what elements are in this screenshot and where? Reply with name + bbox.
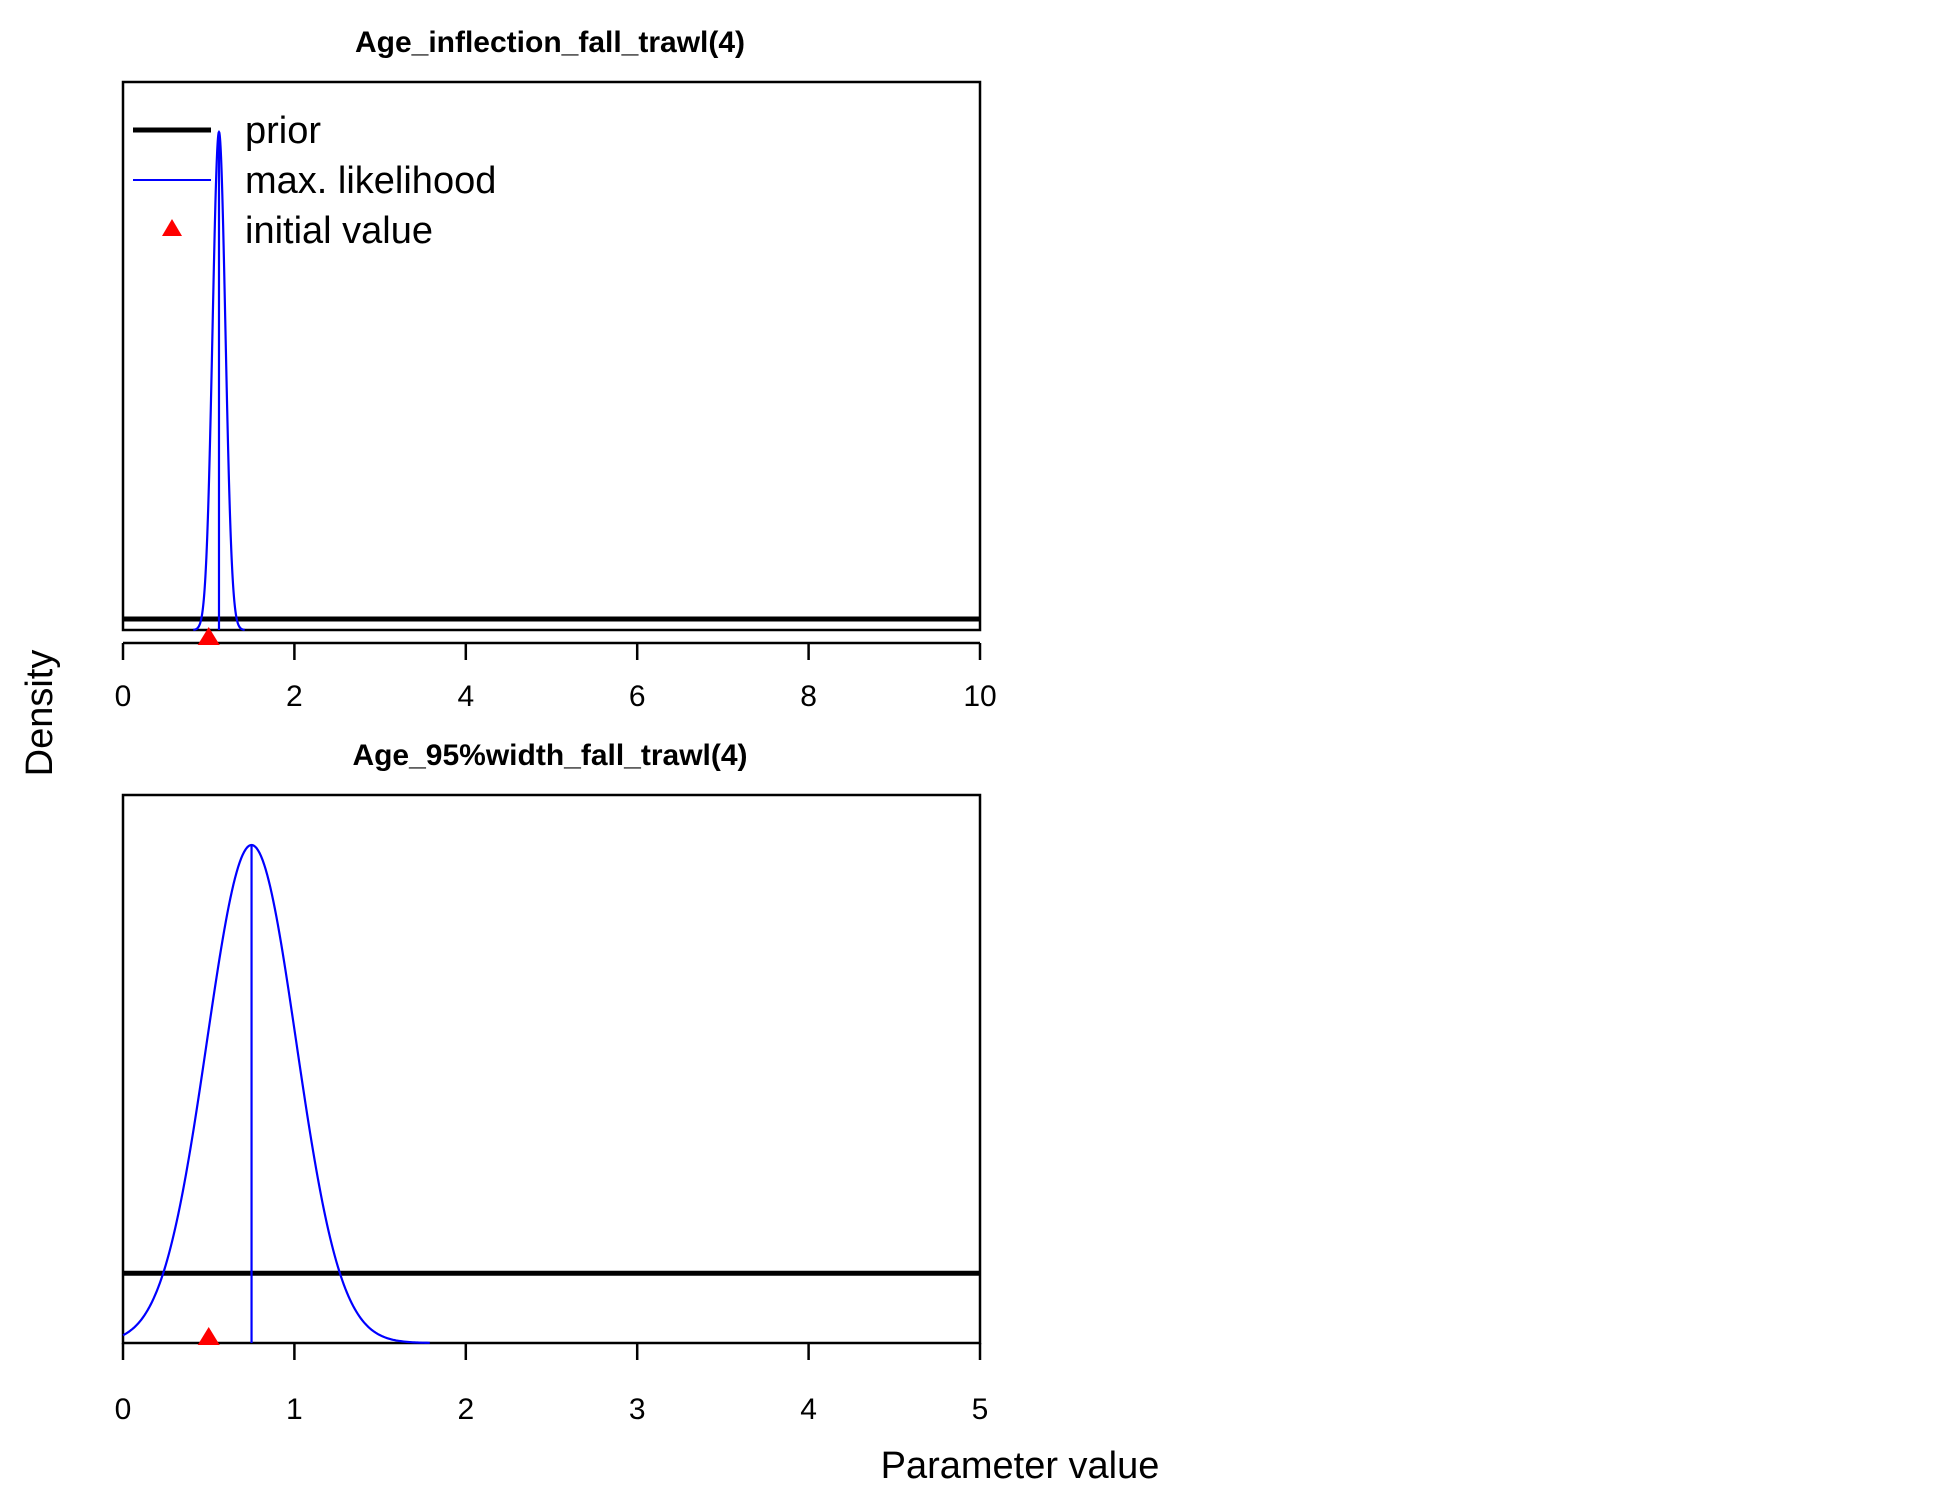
- x-tick-label: 3: [629, 1393, 646, 1426]
- plot-frame: [121, 793, 982, 1345]
- x-tick-label: 1: [286, 1393, 303, 1426]
- x-tick-label: 4: [800, 1393, 817, 1426]
- x-tick-label: 0: [115, 680, 132, 713]
- panel-title: Age_inflection_fall_trawl(4): [355, 26, 745, 59]
- legend: prior max. likelihood initial value: [133, 110, 496, 252]
- panel-age-inflection: Age_inflection_fall_trawl(4) 0 2 4 6 8 10 pri…: [115, 26, 997, 713]
- initial-value-marker: [197, 627, 220, 645]
- legend-initial-swatch: [162, 219, 182, 236]
- y-axis-label: Density: [19, 650, 61, 777]
- x-axis: 0 2 4 6 8 10: [115, 641, 997, 713]
- x-tick-label: 8: [800, 680, 817, 713]
- x-axis-label: Parameter value: [881, 1445, 1160, 1487]
- x-tick-label: 6: [629, 680, 646, 713]
- x-tick-label: 5: [972, 1393, 989, 1426]
- x-tick-label: 0: [115, 1393, 132, 1426]
- curves: [123, 129, 980, 645]
- initial-value-marker: [197, 1327, 220, 1345]
- x-tick-label: 10: [963, 680, 996, 713]
- panel-title: Age_95%width_fall_trawl(4): [352, 739, 747, 772]
- legend-mle-label: max. likelihood: [245, 160, 496, 202]
- x-tick-label: 4: [457, 680, 474, 713]
- curves: [122, 843, 980, 1345]
- panel-age-95width: Age_95%width_fall_trawl(4) 0 1 2 3 4 5: [115, 739, 989, 1426]
- legend-prior-label: prior: [245, 110, 321, 152]
- x-tick-label: 2: [286, 680, 303, 713]
- x-axis: 0 1 2 3 4 5: [115, 1343, 989, 1426]
- mle-curve: [122, 843, 430, 1344]
- x-tick-label: 2: [457, 1393, 474, 1426]
- plot-frame: [121, 80, 982, 632]
- legend-initial-label: initial value: [245, 210, 433, 252]
